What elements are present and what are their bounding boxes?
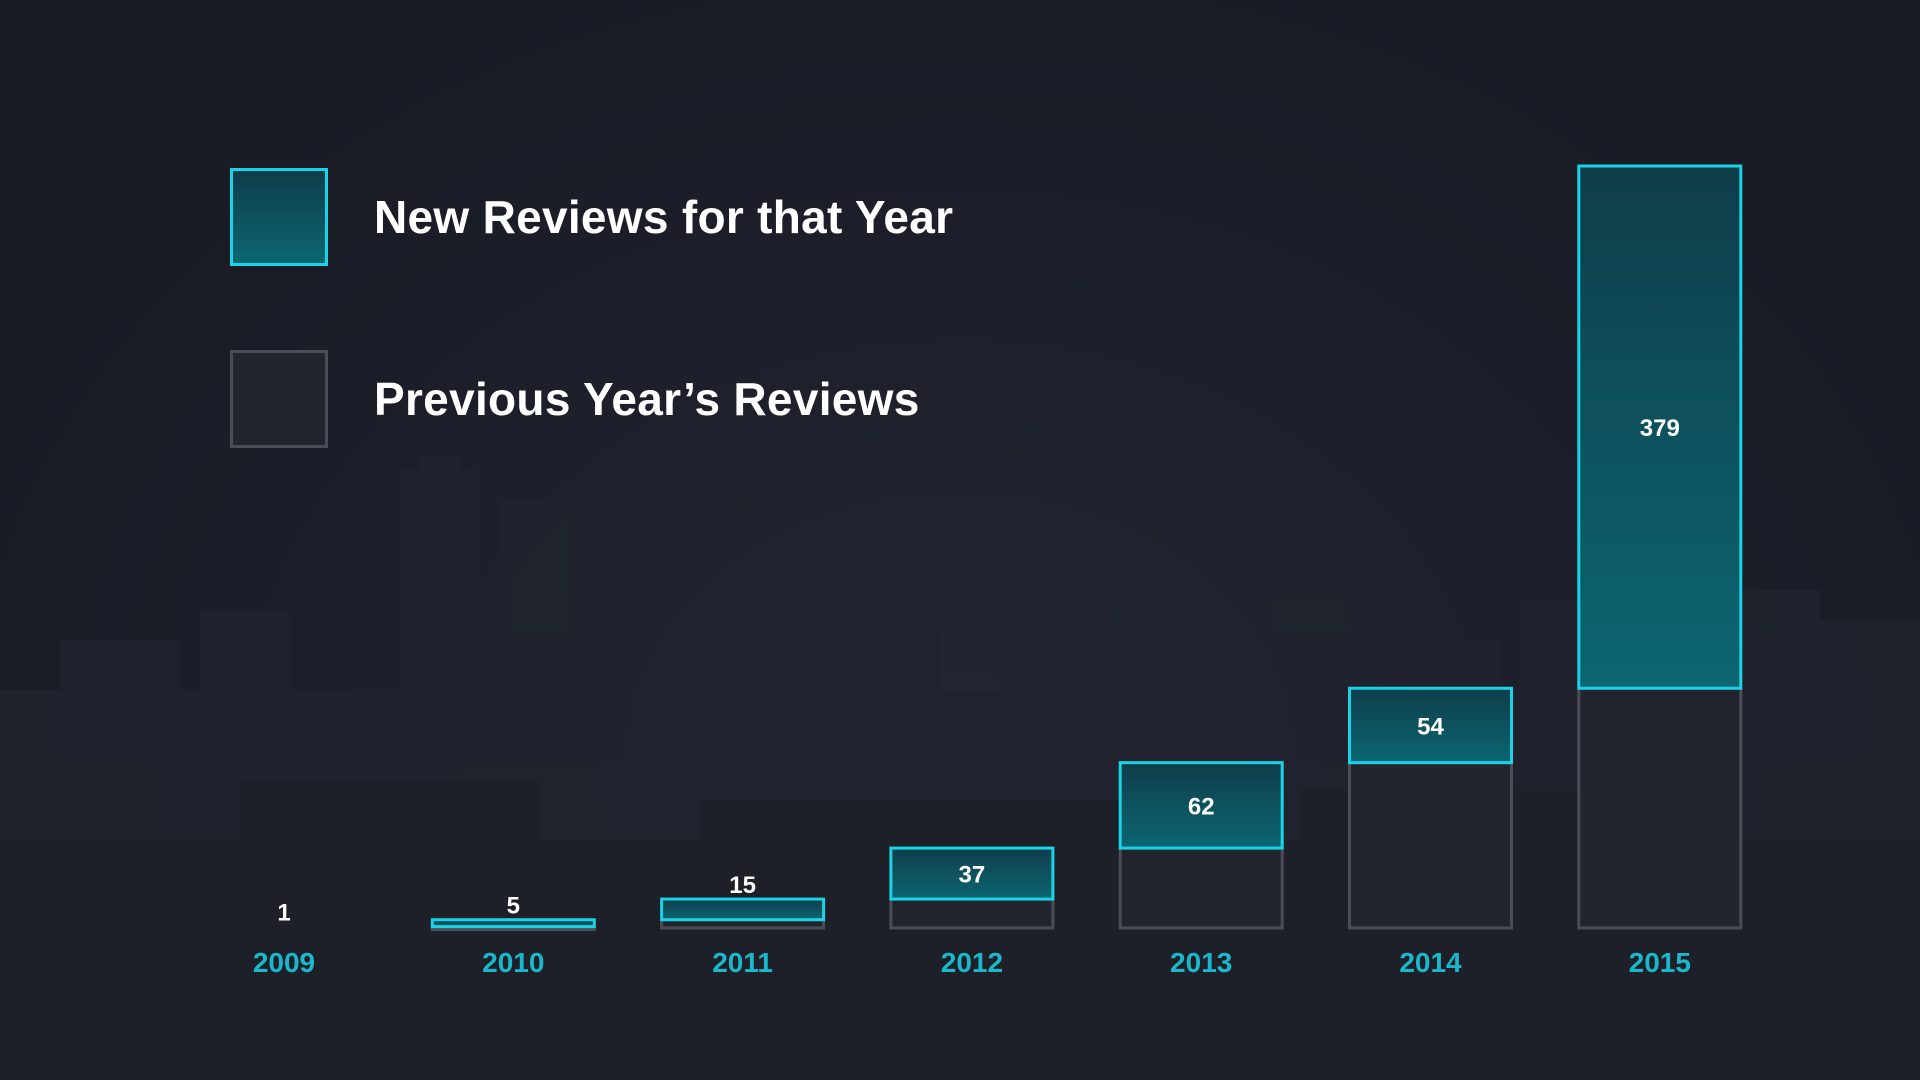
data-label-2015: 379 (1640, 415, 1680, 442)
data-label-2010: 5 (507, 893, 520, 920)
data-label-2012: 37 (959, 862, 986, 889)
legend-item-new-reviews: New Reviews for that Year (230, 166, 953, 268)
data-label-2011: 15 (729, 872, 756, 899)
bar-new-2013 (1118, 761, 1284, 850)
year-label-2014: 2014 (1399, 947, 1462, 978)
year-label-2012: 2012 (941, 947, 1003, 978)
bar-previous-2014 (1348, 761, 1513, 930)
bar-new-2011 (660, 897, 826, 922)
year-label-2010: 2010 (482, 947, 544, 978)
data-label-2014: 54 (1417, 713, 1444, 740)
bar-new-2015 (1577, 164, 1743, 690)
bar-previous-2015 (1577, 686, 1743, 930)
year-label-2009: 2009 (253, 947, 315, 978)
bar-new-2010 (430, 918, 596, 929)
legend-swatch-previous-reviews (230, 350, 328, 448)
legend-swatch-new-reviews (230, 168, 328, 266)
bar-new-2014 (1348, 686, 1513, 765)
legend-label-new-reviews: New Reviews for that Year (374, 191, 954, 243)
year-label-2011: 2011 (712, 947, 773, 978)
bar-previous-2013 (1118, 846, 1284, 930)
chart-legend: New Reviews for that Year Previous Year’… (230, 166, 953, 530)
data-label-2009: 1 (277, 900, 290, 927)
year-label-2013: 2013 (1170, 947, 1232, 978)
bar-previous-2012 (889, 897, 1055, 930)
legend-item-previous-reviews: Previous Year’s Reviews (230, 348, 953, 450)
data-label-2013: 62 (1188, 793, 1215, 820)
legend-label-previous-reviews: Previous Year’s Reviews (374, 373, 920, 425)
bar-new-2012 (889, 846, 1055, 901)
year-label-2015: 2015 (1629, 947, 1691, 978)
